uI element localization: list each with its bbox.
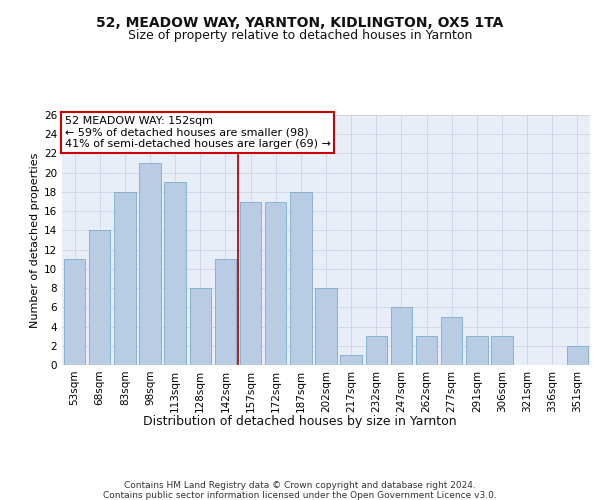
Bar	[164, 182, 186, 365]
Bar	[466, 336, 488, 365]
Bar	[89, 230, 110, 365]
Bar	[240, 202, 261, 365]
Bar	[114, 192, 136, 365]
Text: 52 MEADOW WAY: 152sqm
← 59% of detached houses are smaller (98)
41% of semi-deta: 52 MEADOW WAY: 152sqm ← 59% of detached …	[65, 116, 331, 150]
Bar	[64, 259, 85, 365]
Bar	[340, 356, 362, 365]
Bar	[391, 308, 412, 365]
Bar	[139, 163, 161, 365]
Text: Distribution of detached houses by size in Yarnton: Distribution of detached houses by size …	[143, 415, 457, 428]
Text: Contains public sector information licensed under the Open Government Licence v3: Contains public sector information licen…	[103, 491, 497, 500]
Bar	[416, 336, 437, 365]
Text: Contains HM Land Registry data © Crown copyright and database right 2024.: Contains HM Land Registry data © Crown c…	[124, 481, 476, 490]
Y-axis label: Number of detached properties: Number of detached properties	[30, 152, 40, 328]
Bar	[290, 192, 311, 365]
Bar	[491, 336, 512, 365]
Bar	[365, 336, 387, 365]
Bar	[215, 259, 236, 365]
Text: Size of property relative to detached houses in Yarnton: Size of property relative to detached ho…	[128, 29, 472, 42]
Bar	[190, 288, 211, 365]
Bar	[441, 317, 463, 365]
Bar	[265, 202, 286, 365]
Text: 52, MEADOW WAY, YARNTON, KIDLINGTON, OX5 1TA: 52, MEADOW WAY, YARNTON, KIDLINGTON, OX5…	[97, 16, 503, 30]
Bar	[316, 288, 337, 365]
Bar	[567, 346, 588, 365]
